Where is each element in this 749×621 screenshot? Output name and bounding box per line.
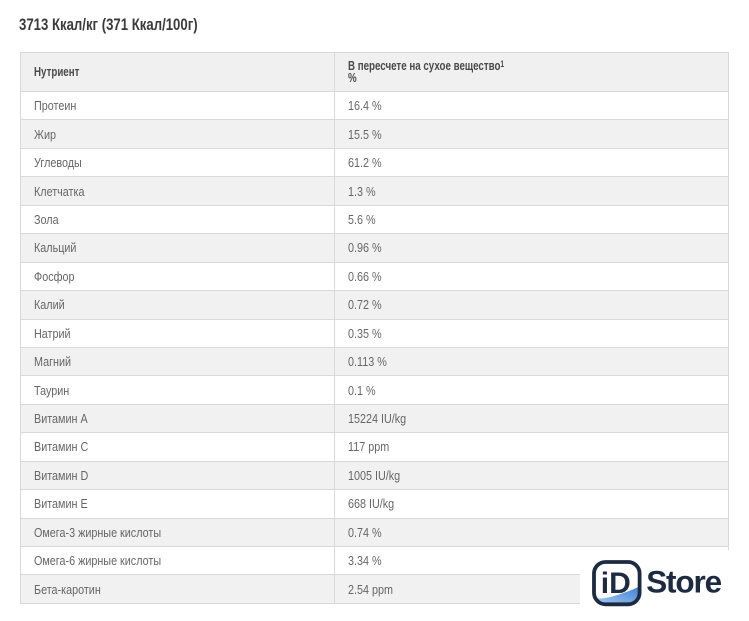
svg-text:iD: iD: [601, 567, 631, 600]
svg-text:Store: Store: [646, 564, 721, 600]
